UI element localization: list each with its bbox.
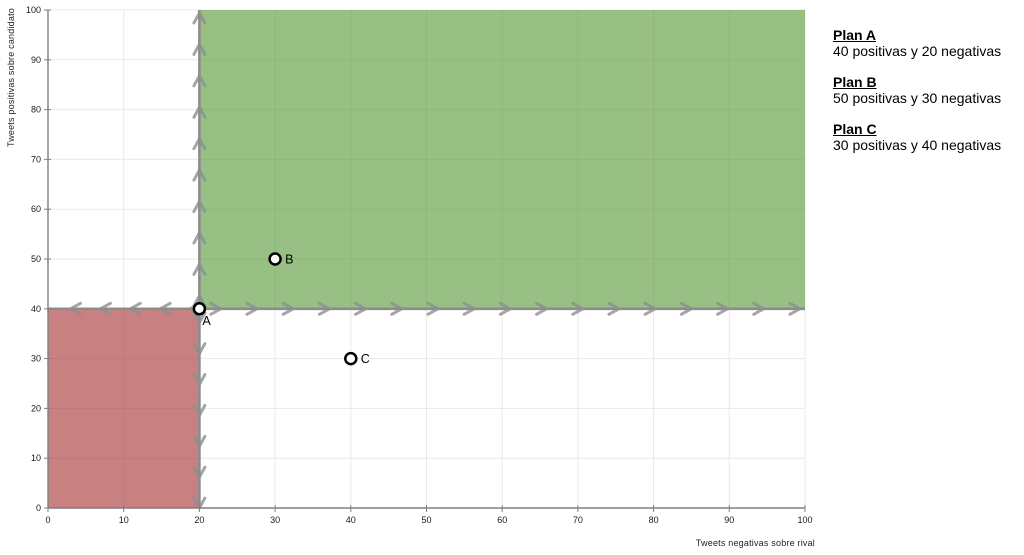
- y-tick-label: 90: [31, 55, 41, 65]
- point-C: [344, 351, 358, 366]
- legend-plan-a-title: Plan A: [833, 27, 877, 43]
- flow-arrow-right-icon: [498, 301, 512, 316]
- flow-arrow-right-icon: [788, 301, 802, 316]
- flow-arrow-up-icon: [192, 105, 207, 119]
- flow-arrow-up-icon: [192, 42, 207, 56]
- y-tick-label: 40: [31, 304, 41, 314]
- point-B: [268, 252, 282, 266]
- x-tick-label: 50: [421, 515, 431, 525]
- flow-arrow-right-icon: [752, 301, 766, 316]
- flow-arrow-up-icon: [192, 294, 207, 308]
- x-tick-label: 30: [270, 515, 280, 525]
- phase-diagram-chart: 0 10 20 30 40 50 60 70 80 90 100 0 10 20 30 40 50 60 70 80 9…: [26, 5, 813, 525]
- x-tick-label: 90: [724, 515, 734, 525]
- flow-arrow-left-icon: [128, 301, 142, 316]
- point-label-B: B: [285, 253, 293, 267]
- legend-item-plan-a: Plan A 40 positivas y 20 negativas: [833, 27, 1001, 59]
- point-label-C: C: [361, 352, 370, 366]
- flow-arrow-up-icon: [192, 137, 207, 151]
- legend-plan-c-description: 30 positivas y 40 negativas: [833, 137, 1002, 153]
- flow-arrow-up-icon: [192, 262, 207, 276]
- flow-arrow-up-icon: [192, 200, 207, 214]
- flow-arrow-up-icon: [192, 11, 207, 25]
- y-tick-label: 30: [31, 354, 41, 364]
- flow-arrow-left-icon: [68, 301, 82, 316]
- x-tick-label: 60: [497, 515, 507, 525]
- flow-arrow-up-icon: [192, 168, 207, 182]
- y-tick-label: 0: [36, 503, 41, 513]
- flow-arrow-right-icon: [571, 301, 585, 316]
- flow-arrow-right-icon: [245, 301, 259, 316]
- flow-arrow-left-icon: [158, 301, 172, 316]
- legend-item-plan-c: Plan C 30 positivas y 40 negativas: [833, 121, 1001, 153]
- x-tick-label: 70: [573, 515, 583, 525]
- flow-arrow-up-icon: [192, 231, 207, 245]
- legend-plan-c-title: Plan C: [833, 121, 877, 137]
- flow-arrow-right-icon: [535, 301, 549, 316]
- flow-arrow-right-icon: [462, 301, 476, 316]
- flow-arrow-down-icon: [192, 465, 207, 479]
- legend-plan-b-description: 50 positivas y 30 negativas: [833, 90, 1002, 106]
- legend: Plan A 40 positivas y 20 negativas Plan …: [833, 27, 1001, 168]
- y-tick-label: 80: [31, 105, 41, 115]
- flow-arrow-right-icon: [643, 301, 657, 316]
- y-tick-label: 20: [31, 403, 41, 413]
- flow-arrow-left-icon: [98, 301, 112, 316]
- x-tick-label: 40: [346, 515, 356, 525]
- flow-arrow-right-icon: [390, 301, 404, 316]
- flow-arrow-right-icon: [679, 301, 693, 316]
- flow-arrow-right-icon: [354, 301, 368, 316]
- x-tick-label: 0: [45, 515, 50, 525]
- y-tick-label: 10: [31, 453, 41, 463]
- flow-arrow-down-icon: [192, 434, 207, 448]
- x-tick-label: 100: [797, 515, 812, 525]
- flow-arrow-down-icon: [192, 373, 207, 387]
- legend-plan-b-title: Plan B: [833, 74, 877, 90]
- y-axis-label: Tweets positivas sobre candidato: [6, 8, 16, 147]
- flow-arrow-right-icon: [317, 301, 331, 316]
- x-tick-label: 10: [119, 515, 129, 525]
- point-label-A: A: [202, 314, 211, 328]
- flow-arrow-right-icon: [281, 301, 295, 316]
- point-A: [192, 302, 207, 316]
- flow-arrow-right-icon: [209, 301, 223, 316]
- x-tick-label: 20: [194, 515, 204, 525]
- y-tick-label: 100: [26, 5, 41, 15]
- y-tick-label: 50: [31, 254, 41, 264]
- flow-arrow-down-icon: [192, 403, 207, 417]
- flow-arrow-right-icon: [716, 301, 730, 316]
- flow-arrow-down-icon: [192, 342, 207, 356]
- x-axis-label: Tweets negativas sobre rival: [695, 538, 815, 548]
- flow-arrow-right-icon: [426, 301, 440, 316]
- x-tick-label: 80: [649, 515, 659, 525]
- flow-arrow-right-icon: [607, 301, 621, 316]
- legend-item-plan-b: Plan B 50 positivas y 30 negativas: [833, 74, 1001, 106]
- region-lower-left-red: [48, 308, 200, 508]
- legend-plan-a-description: 40 positivas y 20 negativas: [833, 43, 1002, 59]
- flow-arrow-down-icon: [192, 311, 207, 325]
- flow-arrow-up-icon: [192, 74, 207, 88]
- y-tick-label: 60: [31, 204, 41, 214]
- region-upper-right-green: [199, 10, 805, 309]
- y-tick-label: 70: [31, 154, 41, 164]
